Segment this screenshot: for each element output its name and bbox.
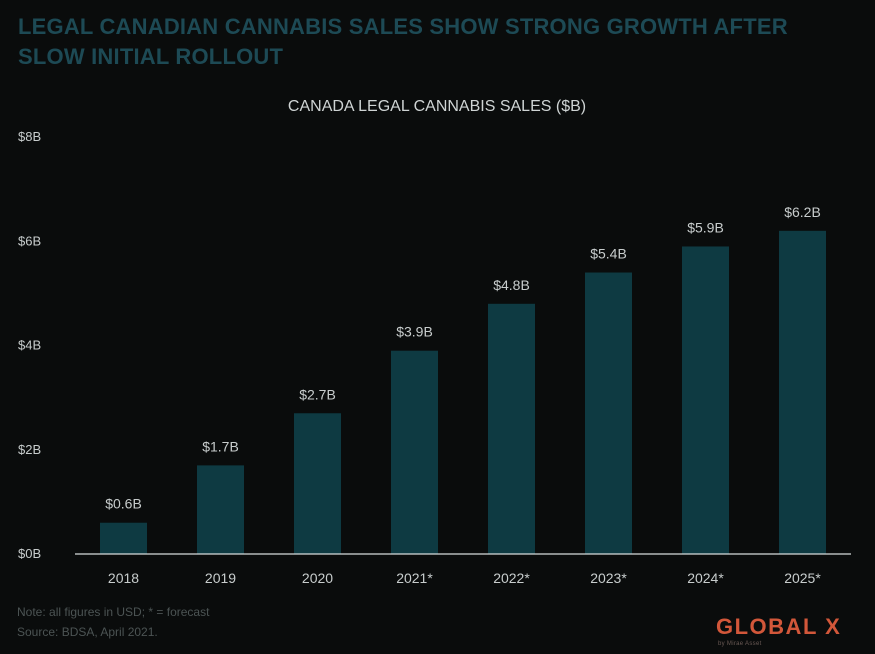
x-tick-label: 2019: [205, 570, 236, 586]
data-label: $2.7B: [299, 386, 336, 402]
bars: [100, 230, 826, 554]
logo-wordmark: GLOBAL X: [716, 614, 842, 639]
bar-2023: [585, 272, 632, 554]
data-label: $5.4B: [590, 246, 627, 262]
x-tick-label: 2021*: [396, 570, 433, 586]
chart-title: CANADA LEGAL CANNABIS SALES ($B): [288, 98, 586, 115]
footnote-source: Source: BDSA, April 2021.: [17, 625, 158, 639]
y-axis-ticks: $0B $2B $4B $6B $8B: [18, 129, 41, 561]
x-tick-label: 2022*: [493, 570, 530, 586]
bar-2022: [488, 303, 535, 554]
bar-2020: [294, 413, 341, 554]
bar-2024: [682, 246, 729, 554]
data-label: $5.9B: [687, 219, 724, 235]
data-label: $6.2B: [784, 204, 821, 220]
y-tick-label: $4B: [18, 338, 41, 353]
data-label: $4.8B: [493, 277, 530, 293]
data-label: $1.7B: [202, 438, 239, 454]
footnote-note: Note: all figures in USD; * = forecast: [17, 605, 210, 619]
x-axis-ticks: 2018 2019 2020 2021* 2022* 2023* 2024* 2025*: [108, 570, 821, 586]
y-tick-label: $0B: [18, 546, 41, 561]
global-x-logo: GLOBAL X by Mirae Asset: [716, 614, 856, 650]
x-tick-label: 2020: [302, 570, 333, 586]
headline: LEGAL CANADIAN CANNABIS SALES SHOW STRON…: [18, 14, 788, 69]
bar-2025: [779, 230, 826, 554]
bar-2021: [391, 350, 438, 554]
x-tick-label: 2018: [108, 570, 139, 586]
y-tick-label: $2B: [18, 442, 41, 457]
x-tick-label: 2025*: [784, 570, 821, 586]
data-label: $0.6B: [105, 496, 142, 512]
y-tick-label: $6B: [18, 233, 41, 248]
bar-2019: [197, 465, 244, 554]
x-tick-label: 2023*: [590, 570, 627, 586]
y-tick-label: $8B: [18, 129, 41, 144]
x-tick-label: 2024*: [687, 570, 724, 586]
data-label: $3.9B: [396, 324, 433, 340]
bar-2018: [100, 522, 147, 554]
logo-tagline: by Mirae Asset: [718, 641, 762, 647]
data-labels: $0.6B $1.7B $2.7B $3.9B $4.8B $5.4B $5.9B $6.2B: [105, 204, 821, 512]
